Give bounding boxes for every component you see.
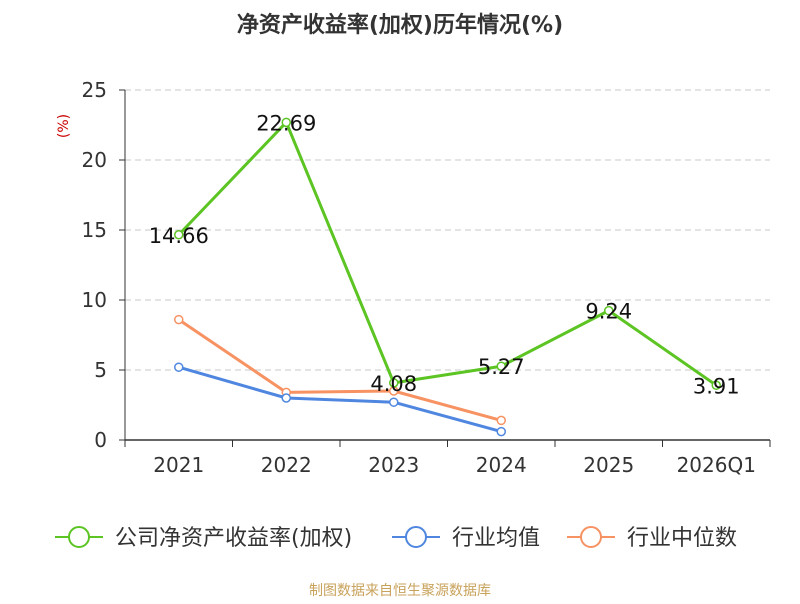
data-label: 9.24 xyxy=(585,300,632,324)
data-label: 22.69 xyxy=(256,111,316,135)
x-tick-label: 2025 xyxy=(583,453,634,477)
x-tick-label: 2026Q1 xyxy=(677,453,756,477)
y-tick-label: 20 xyxy=(82,148,107,172)
series-lines xyxy=(174,117,721,437)
series-point-1[interactable] xyxy=(174,362,184,372)
x-tick-label: 2022 xyxy=(261,453,312,477)
series-point-2[interactable] xyxy=(496,415,506,426)
y-tick-label: 5 xyxy=(94,358,107,382)
legend-item-0[interactable]: 公司净资产收益率(加权) xyxy=(55,526,352,551)
series-point-0[interactable] xyxy=(711,380,721,391)
series-point-0[interactable] xyxy=(496,361,506,371)
data-label: 3.91 xyxy=(693,374,740,398)
y-tick-label: 0 xyxy=(94,428,107,452)
y-tick-label: 15 xyxy=(82,218,107,242)
y-tick-label: 25 xyxy=(82,78,107,102)
data-label: 5.27 xyxy=(478,355,525,379)
data-label: 4.08 xyxy=(370,372,417,396)
series-point-0[interactable] xyxy=(174,230,184,240)
grid-lines xyxy=(125,89,770,371)
data-label: 14.66 xyxy=(149,224,209,248)
series-point-0[interactable] xyxy=(604,305,614,316)
series-point-1[interactable] xyxy=(389,397,399,407)
series-line-1 xyxy=(177,365,503,434)
series-point-0[interactable] xyxy=(281,117,291,128)
series-point-1[interactable] xyxy=(281,393,291,403)
series-point-0[interactable] xyxy=(389,378,399,388)
source-note: 制图数据来自恒生聚源数据库 xyxy=(309,583,491,599)
y-tick-label: 10 xyxy=(82,288,107,312)
x-tick-label: 2023 xyxy=(368,453,419,477)
legend-swatch-marker xyxy=(405,526,427,548)
series-point-1[interactable] xyxy=(496,426,506,437)
x-tick-label: 2024 xyxy=(476,453,527,477)
data-labels: 14.66 22.69 4.08 5.27 9.24 3.91 xyxy=(149,111,740,398)
legend-item-2[interactable]: 行业中位数 xyxy=(567,526,737,551)
legend-item-1[interactable]: 行业均值 xyxy=(392,526,540,551)
legend-label: 公司净资产收益率(加权) xyxy=(115,526,352,551)
legend-swatch-marker xyxy=(580,526,602,548)
series-point-2[interactable] xyxy=(174,314,184,325)
y-axis-label: (%) xyxy=(56,114,72,138)
series-line-2 xyxy=(177,318,503,422)
legend-swatch-marker xyxy=(68,526,90,548)
legend-label: 行业中位数 xyxy=(627,526,737,551)
legend-label: 行业均值 xyxy=(452,526,540,551)
x-tick-label: 2021 xyxy=(153,453,204,477)
chart-title: 净资产收益率(加权)历年情况(%) xyxy=(237,12,563,38)
series-line-0 xyxy=(177,120,718,387)
legend[interactable]: 公司净资产收益率(加权) 行业均值 行业中位数 xyxy=(55,526,737,551)
